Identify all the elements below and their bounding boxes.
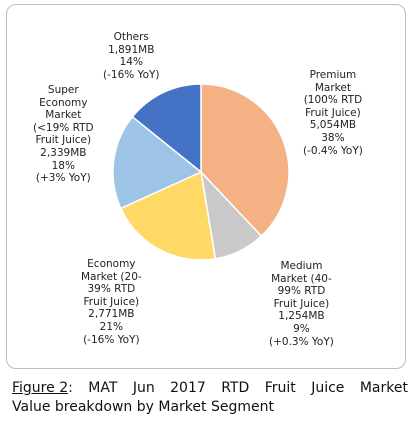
caption-figure-ref-group: Figure 2: [12, 379, 73, 398]
slice-label-line: Premium [309, 69, 357, 81]
caption-word: Jun [132, 380, 155, 396]
slice-label-super-economy: Super Economy Market (<19% RTD Fruit Juice) 2… [33, 84, 94, 185]
slice-label-line: (<19% RTD [33, 121, 94, 134]
caption-word: : [68, 380, 73, 396]
caption-word: RTD [221, 380, 250, 396]
caption-word: Juice [311, 380, 345, 396]
slice-label-line: (+0.3% YoY) [269, 335, 334, 348]
pie-slice [119, 170, 217, 261]
slice-label-line: Fruit Juice) [305, 106, 361, 119]
slice-label-line: 39% RTD [87, 283, 136, 296]
slice-label-line: (100% RTD [303, 94, 363, 107]
caption-line-2: Value breakdown by Market Segment [12, 399, 274, 415]
slice-label-line: 99% RTD [277, 285, 326, 298]
pie-chart [112, 83, 290, 261]
slice-label-economy: Economy Market (20- 39% RTD Fruit Juice) 2,7… [81, 258, 142, 346]
slice-label-line: (-16% YoY) [103, 68, 160, 81]
slice-label-line: Market [45, 109, 82, 122]
slice-label-line: (-0.4% YoY) [303, 144, 363, 157]
slice-label-line: 18% [51, 159, 75, 172]
slice-label-premium: Premium Market (100% RTD Fruit Juice) 5,054M… [303, 69, 363, 157]
slice-label-line: 14% [119, 56, 143, 69]
slice-label-line: Fruit Juice) [273, 297, 330, 310]
slice-label-line: Economy [39, 96, 88, 109]
slice-label-line: Super [47, 84, 79, 96]
slice-label-medium: Medium Market (40- 99% RTD Fruit Juice) 1,25… [269, 260, 334, 348]
slice-label-line: (-16% YoY) [83, 333, 140, 346]
pie-slice [131, 83, 202, 174]
figure-caption: Figure 2: MAT Jun 2017 RTD Fruit Juice M… [12, 379, 408, 417]
slice-label-line: 38% [321, 131, 345, 144]
slice-label-line: 1,891MB [108, 43, 155, 56]
slice-label-others: Others 1,891MB 14% (-16% YoY) [103, 31, 160, 81]
slice-label-line: 21% [99, 320, 124, 333]
slice-label-line: Economy [87, 258, 136, 270]
slice-label-line: Medium [280, 260, 323, 272]
slice-label-line: Market (20- [81, 270, 142, 283]
figure-reference: Figure 2 [12, 380, 69, 396]
slice-label-line: 2,771MB [88, 308, 135, 321]
caption-line-1: Figure 2: MAT Jun 2017 RTD Fruit Juice M… [12, 379, 408, 398]
pie-slice [200, 83, 290, 238]
slice-label-line: 2,339MB [40, 146, 87, 159]
slice-label-line: 1,254MB [278, 310, 325, 323]
slice-label-line: Market (40- [271, 272, 332, 285]
caption-word: MAT [88, 380, 118, 396]
slice-label-line: Market [314, 81, 351, 94]
slice-label-line: Fruit Juice) [35, 134, 92, 147]
pie-slice [112, 115, 203, 210]
slice-label-line: Fruit Juice) [83, 295, 140, 308]
slice-label-line: Others [113, 31, 149, 43]
slice-label-line: 5,054MB [309, 119, 357, 132]
slice-label-line: 9% [293, 322, 310, 335]
slice-label-line: (+3% YoY) [35, 172, 91, 185]
chart-frame: Premium Market (100% RTD Fruit Juice) 5,054M… [6, 4, 406, 369]
caption-word: Fruit [264, 380, 296, 396]
caption-word: Market [359, 380, 408, 396]
caption-word: 2017 [170, 380, 206, 396]
